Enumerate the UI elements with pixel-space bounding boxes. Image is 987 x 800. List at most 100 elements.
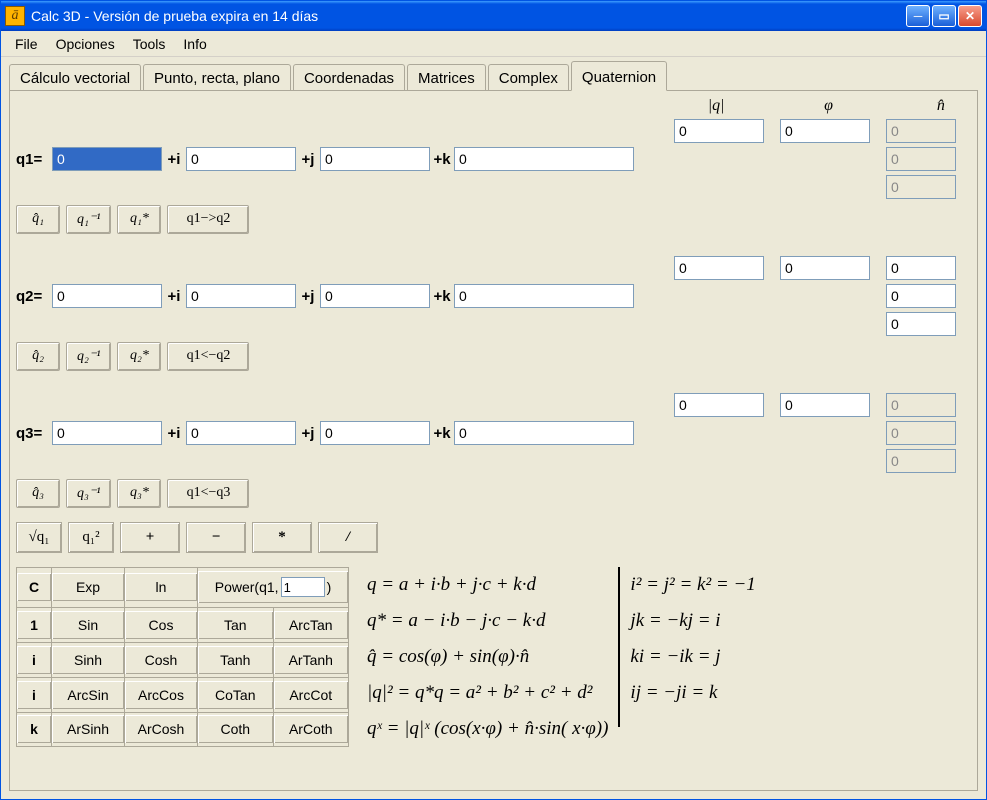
q1-group: q1= +i +j +k [16,119,971,234]
tab-complex[interactable]: Complex [488,64,569,91]
power-exponent-input[interactable] [281,577,325,597]
q2-c-input[interactable] [320,284,430,308]
arctan-button[interactable]: ArcTan [274,611,349,639]
formula-qhat: q̂ = cos(φ) + sin(φ)·n̂ [367,639,608,675]
q3-phi-input[interactable] [780,393,870,417]
tab-matrices[interactable]: Matrices [407,64,486,91]
arcosh-button[interactable]: ArCosh [125,715,197,743]
q3-copy-from-q1-button[interactable]: q1<−q3 [167,479,249,508]
power-button[interactable]: Power(q1, ) [198,571,348,603]
clear-button[interactable]: C [17,573,51,601]
sep-i: +i [162,151,186,168]
q1-c-input[interactable] [320,147,430,171]
i2-button[interactable]: i [17,681,51,709]
sqrt-button[interactable]: √q₁ [16,522,62,553]
q2-mag-input[interactable] [674,256,764,280]
cosh-button[interactable]: Cosh [125,646,197,674]
q3-n0 [886,393,956,417]
tab-punto-recta-plano[interactable]: Punto, recta, plano [143,64,291,91]
q3-c-input[interactable] [320,421,430,445]
arithmetic-row: √q₁ q₁² + − * / [16,522,971,553]
q1-n2 [886,175,956,199]
maximize-button[interactable]: ▭ [932,5,956,27]
q1-phi-input[interactable] [780,119,870,143]
artanh-button[interactable]: ArTanh [274,646,349,674]
cos-button[interactable]: Cos [125,611,197,639]
tab-quaternion[interactable]: Quaternion [571,61,667,91]
q2-phi-input[interactable] [780,256,870,280]
q1-a-input[interactable] [52,147,162,171]
q2-inverse-button[interactable]: q₂⁻¹ [66,342,111,371]
ln-button[interactable]: ln [125,573,197,601]
q2-n0[interactable] [886,256,956,280]
sin-button[interactable]: Sin [52,611,124,639]
formula-ijk3: ki = −ik = j [630,639,755,675]
cotan-button[interactable]: CoTan [198,681,273,709]
q3-d-input[interactable] [454,421,634,445]
arcsin-button[interactable]: ArcSin [52,681,124,709]
q3-b-input[interactable] [186,421,296,445]
sep-k: +k [430,151,454,168]
close-button[interactable]: ✕ [958,5,982,27]
q2-group: q2= +i +j +k [16,256,971,371]
tanh-button[interactable]: Tanh [198,646,273,674]
arccot-button[interactable]: ArcCot [274,681,349,709]
polar-headers: |q| φ n̂ [16,97,971,115]
minimize-button[interactable]: ─ [906,5,930,27]
menu-opciones[interactable]: Opciones [48,33,123,55]
tab-calculo-vectorial[interactable]: Cálculo vectorial [9,64,141,91]
function-table: C Exp ln Power(q1, ) 1 Sin Cos Tan [16,567,349,747]
q2-hat-button[interactable]: q̂₂ [16,342,60,371]
q2-n1[interactable] [886,284,956,308]
arccos-button[interactable]: ArcCos [125,681,197,709]
formula-q: q = a + i·b + j·c + k·d [367,567,608,603]
q1-mag-input[interactable] [674,119,764,143]
header-n: n̂ [911,97,971,115]
formula-ijk2: jk = −kj = i [630,603,755,639]
square-button[interactable]: q₁² [68,522,114,553]
q2-n2[interactable] [886,312,956,336]
q3-mag-input[interactable] [674,393,764,417]
q3-inverse-button[interactable]: q₃⁻¹ [66,479,111,508]
menu-info[interactable]: Info [175,33,214,55]
q1-d-input[interactable] [454,147,634,171]
tan-button[interactable]: Tan [198,611,273,639]
divide-button[interactable]: / [318,522,378,553]
formula-ijk1: i² = j² = k² = −1 [630,567,755,603]
q3-n2 [886,449,956,473]
coth-button[interactable]: Coth [198,715,273,743]
i-button[interactable]: i [17,646,51,674]
subtract-button[interactable]: − [186,522,246,553]
tab-coordenadas[interactable]: Coordenadas [293,64,405,91]
add-button[interactable]: + [120,522,180,553]
multiply-button[interactable]: * [252,522,312,553]
menu-file[interactable]: File [7,33,46,55]
titlebar: ā Calc 3D - Versión de prueba expira en … [1,1,986,31]
q3-conjugate-button[interactable]: q₃* [117,479,161,508]
q1-conjugate-button[interactable]: q₁* [117,205,161,234]
q1-inverse-button[interactable]: q₁⁻¹ [66,205,111,234]
sinh-button[interactable]: Sinh [52,646,124,674]
q2-b-input[interactable] [186,284,296,308]
one-button[interactable]: 1 [17,611,51,639]
k-button[interactable]: k [17,715,51,743]
q3-hat-button[interactable]: q̂₃ [16,479,60,508]
q3-a-input[interactable] [52,421,162,445]
q1-copy-to-q2-button[interactable]: q1−>q2 [167,205,249,234]
q1-b-input[interactable] [186,147,296,171]
q1-hat-button[interactable]: q̂₁ [16,205,60,234]
q2-conjugate-button[interactable]: q₂* [117,342,161,371]
q3-label: q3= [16,425,52,442]
exp-button[interactable]: Exp [52,573,124,601]
formula-qpow: qˣ = |q|ˣ (cos(x·φ) + n̂·sin( x·φ)) [367,711,608,747]
header-mag: |q| [686,97,746,115]
menu-tools[interactable]: Tools [125,33,174,55]
q1-label: q1= [16,151,52,168]
arsinh-button[interactable]: ArSinh [52,715,124,743]
q2-d-input[interactable] [454,284,634,308]
q2-a-input[interactable] [52,284,162,308]
arcoth-button[interactable]: ArCoth [274,715,349,743]
q2-copy-from-q1-button[interactable]: q1<−q2 [167,342,249,371]
window-title: Calc 3D - Versión de prueba expira en 14… [31,8,906,24]
formula-ijk4: ij = −ji = k [630,675,755,711]
